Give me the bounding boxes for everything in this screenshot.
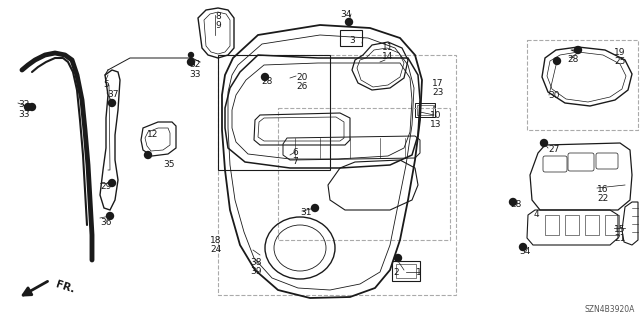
Text: 14: 14 bbox=[382, 52, 394, 61]
Text: 36: 36 bbox=[100, 218, 111, 227]
Text: 33: 33 bbox=[189, 70, 200, 79]
Bar bbox=[218, 55, 330, 170]
Text: 8: 8 bbox=[215, 12, 221, 21]
Circle shape bbox=[24, 103, 31, 110]
Text: 1: 1 bbox=[416, 268, 422, 277]
Text: 13: 13 bbox=[430, 120, 442, 129]
Text: 25: 25 bbox=[614, 57, 625, 66]
Text: 30: 30 bbox=[548, 91, 559, 100]
Text: 6: 6 bbox=[292, 148, 298, 157]
Circle shape bbox=[509, 198, 516, 205]
Text: 29: 29 bbox=[100, 182, 111, 191]
Text: 18: 18 bbox=[210, 236, 221, 245]
Circle shape bbox=[145, 152, 152, 159]
Circle shape bbox=[541, 139, 547, 146]
Text: 26: 26 bbox=[296, 82, 307, 91]
Text: 15: 15 bbox=[614, 225, 625, 234]
Text: 2: 2 bbox=[393, 268, 399, 277]
Text: 19: 19 bbox=[614, 48, 625, 57]
Text: 12: 12 bbox=[147, 130, 158, 139]
Circle shape bbox=[554, 57, 561, 64]
Circle shape bbox=[520, 243, 527, 250]
Text: 34: 34 bbox=[340, 10, 351, 19]
Text: 7: 7 bbox=[292, 157, 298, 166]
Circle shape bbox=[394, 255, 401, 262]
Circle shape bbox=[575, 47, 582, 54]
Circle shape bbox=[346, 19, 353, 26]
Text: 22: 22 bbox=[597, 194, 608, 203]
Text: 34: 34 bbox=[519, 247, 531, 256]
Text: 32: 32 bbox=[18, 100, 29, 109]
Text: 35: 35 bbox=[163, 160, 175, 169]
Text: 10: 10 bbox=[430, 111, 442, 120]
Circle shape bbox=[106, 212, 113, 219]
Circle shape bbox=[109, 100, 115, 107]
Text: 37: 37 bbox=[107, 90, 118, 99]
Text: 28: 28 bbox=[261, 77, 273, 86]
Text: 39: 39 bbox=[250, 267, 262, 276]
Text: 5: 5 bbox=[103, 80, 109, 89]
Bar bbox=[218, 55, 456, 295]
Text: 21: 21 bbox=[614, 234, 625, 243]
Text: 23: 23 bbox=[432, 88, 444, 97]
Circle shape bbox=[262, 73, 269, 80]
Text: 32: 32 bbox=[189, 60, 200, 69]
Text: 28: 28 bbox=[567, 55, 579, 64]
Circle shape bbox=[189, 53, 193, 57]
Text: SZN4B3920A: SZN4B3920A bbox=[584, 305, 635, 314]
Bar bbox=[278, 108, 450, 240]
Text: 33: 33 bbox=[18, 110, 29, 119]
Circle shape bbox=[312, 204, 319, 211]
Text: 4: 4 bbox=[534, 210, 540, 219]
Text: 17: 17 bbox=[432, 79, 444, 88]
Circle shape bbox=[109, 180, 115, 187]
Text: 24: 24 bbox=[210, 245, 221, 254]
Text: 20: 20 bbox=[296, 73, 307, 82]
Text: 11: 11 bbox=[382, 43, 394, 52]
Text: FR.: FR. bbox=[54, 279, 76, 295]
Text: 38: 38 bbox=[250, 258, 262, 267]
Bar bbox=[527, 40, 638, 130]
Text: 28: 28 bbox=[510, 200, 522, 209]
Text: 3: 3 bbox=[349, 36, 355, 45]
Text: 31: 31 bbox=[300, 208, 312, 217]
Text: 27: 27 bbox=[548, 145, 559, 154]
Text: 9: 9 bbox=[215, 21, 221, 30]
Text: 16: 16 bbox=[597, 185, 609, 194]
Circle shape bbox=[29, 103, 35, 110]
Circle shape bbox=[188, 58, 195, 65]
